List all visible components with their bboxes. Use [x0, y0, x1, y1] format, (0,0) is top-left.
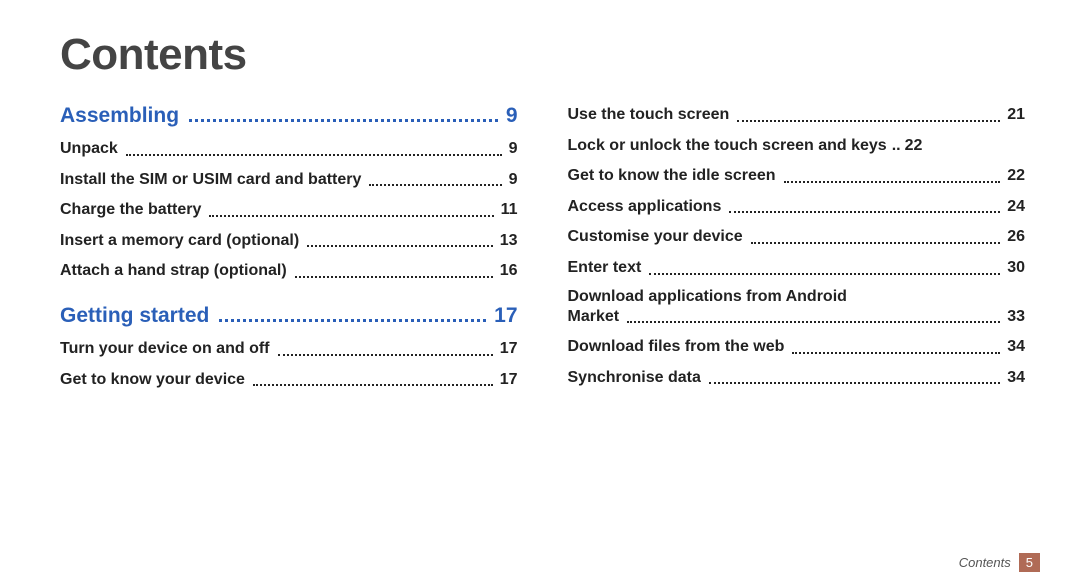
- toc-item: Enter text 30: [568, 257, 1026, 279]
- page-footer: Contents 5: [959, 553, 1040, 572]
- toc-item-label: Synchronise data: [568, 367, 706, 389]
- toc-item-label: Lock or unlock the touch screen and keys: [568, 135, 892, 157]
- toc-item-label: Market: [568, 306, 625, 328]
- toc-item-page: 9: [505, 138, 518, 160]
- toc-item-label: Access applications: [568, 196, 727, 218]
- toc-item: Download applications from AndroidMarket…: [568, 288, 1026, 328]
- toc-item: Insert a memory card (optional) 13: [60, 230, 518, 252]
- leader-dots: [627, 321, 1000, 323]
- toc-section-label: Getting started: [60, 304, 215, 328]
- toc-item-label: Use the touch screen: [568, 104, 735, 126]
- leader-dots: [784, 181, 1001, 183]
- toc-item-page: 11: [497, 199, 518, 221]
- leader-dots: [307, 245, 493, 247]
- toc-item: Charge the battery 11: [60, 199, 518, 221]
- page-title: Contents: [60, 30, 1025, 80]
- leader-dots: [209, 215, 493, 217]
- toc-item: Use the touch screen 21: [568, 104, 1026, 126]
- toc-item: Access applications 24: [568, 196, 1026, 218]
- toc-item-label: Install the SIM or USIM card and battery: [60, 169, 366, 191]
- toc-section-page: 9: [502, 104, 518, 128]
- leader-dots: ..: [892, 135, 901, 157]
- toc-item-page: 22: [901, 135, 923, 157]
- leader-dots: [278, 354, 493, 356]
- toc-item-label-line1: Download applications from Android: [568, 288, 1026, 306]
- leader-dots: [189, 119, 498, 122]
- toc-item-page: 26: [1003, 226, 1025, 248]
- toc-item: Customise your device 26: [568, 226, 1026, 248]
- toc-item: Turn your device on and off 17: [60, 338, 518, 360]
- toc-item: Attach a hand strap (optional) 16: [60, 260, 518, 282]
- toc-item-page: 13: [496, 230, 518, 252]
- toc-item-page: 21: [1003, 104, 1025, 126]
- toc-item-label: Charge the battery: [60, 199, 206, 221]
- toc-item-page: 24: [1003, 196, 1025, 218]
- toc-item: Lock or unlock the touch screen and keys…: [568, 135, 1026, 157]
- toc-item-label: Customise your device: [568, 226, 748, 248]
- toc-item-label: Turn your device on and off: [60, 338, 275, 360]
- toc-item-page: 22: [1003, 165, 1025, 187]
- toc-item-page: 16: [496, 260, 518, 282]
- leader-dots: [751, 242, 1001, 244]
- toc-item-label: Insert a memory card (optional): [60, 230, 304, 252]
- leader-dots: [369, 184, 501, 186]
- leader-dots: [792, 352, 1000, 354]
- toc-item-page: 34: [1003, 367, 1025, 389]
- leader-dots: [729, 211, 1000, 213]
- toc-item: Install the SIM or USIM card and battery…: [60, 169, 518, 191]
- toc-column-left: Assembling9Unpack9Install the SIM or USI…: [60, 104, 518, 399]
- toc-item-label: Attach a hand strap (optional): [60, 260, 292, 282]
- toc-item: Download files from the web 34: [568, 336, 1026, 358]
- toc-item-label: Get to know the idle screen: [568, 165, 781, 187]
- toc-item-label: Download files from the web: [568, 336, 790, 358]
- toc-item-page: 30: [1003, 257, 1025, 279]
- toc-item-label: Get to know your device: [60, 369, 250, 391]
- leader-dots: [709, 382, 1000, 384]
- toc-section-label: Assembling: [60, 104, 185, 128]
- toc-item-page: 9: [505, 169, 518, 191]
- toc-columns: Assembling9Unpack9Install the SIM or USI…: [60, 104, 1025, 399]
- leader-dots: [126, 154, 502, 156]
- leader-dots: [295, 276, 493, 278]
- toc-item: Synchronise data 34: [568, 367, 1026, 389]
- toc-item-page: 17: [496, 338, 518, 360]
- toc-section-page: 17: [490, 304, 517, 328]
- toc-item: Unpack 9: [60, 138, 518, 160]
- leader-dots: [219, 319, 486, 322]
- toc-item-label: Enter text: [568, 257, 647, 279]
- toc-section: Getting started 17: [60, 304, 518, 328]
- toc-item-page: 17: [496, 369, 518, 391]
- toc-item: Get to know the idle screen 22: [568, 165, 1026, 187]
- leader-dots: [737, 120, 1000, 122]
- toc-section: Assembling 9: [60, 104, 518, 128]
- toc-item-page: 33: [1003, 306, 1025, 328]
- leader-dots: [253, 384, 493, 386]
- footer-label: Contents: [959, 555, 1011, 570]
- toc-column-right: Use the touch screen 21 Lock or unlock the…: [568, 104, 1026, 399]
- toc-item-page: 34: [1003, 336, 1025, 358]
- footer-page-number: 5: [1019, 553, 1040, 572]
- toc-item-label: Unpack: [60, 138, 123, 160]
- toc-item: Get to know your device 17: [60, 369, 518, 391]
- leader-dots: [649, 273, 1000, 275]
